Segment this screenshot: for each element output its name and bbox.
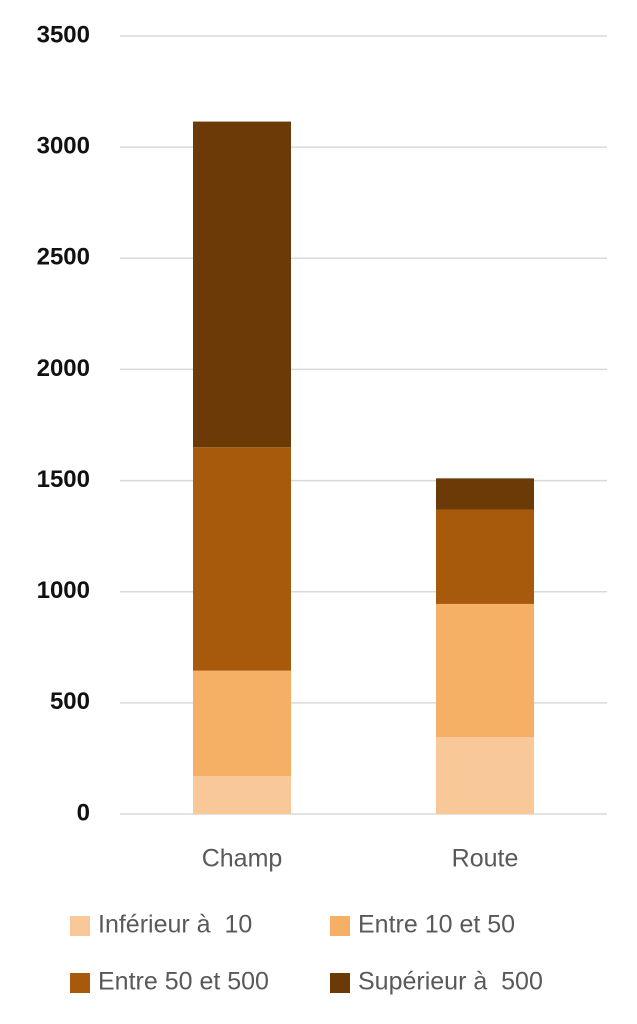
y-tick-label: 3500 [37, 21, 90, 48]
y-tick-label: 0 [77, 799, 90, 826]
y-tick-label: 1000 [37, 577, 90, 604]
legend-swatch [330, 916, 350, 936]
legend-swatch [70, 973, 90, 993]
bar-segment [193, 447, 291, 671]
bar-segment [193, 121, 291, 448]
bar-segment [436, 478, 534, 510]
legend-swatch [70, 916, 90, 936]
bar-segment [436, 509, 534, 604]
y-tick-label: 500 [50, 688, 90, 715]
y-tick-label: 3000 [37, 132, 90, 159]
bar-segment [436, 737, 534, 814]
legend-label: Entre 10 et 50 [358, 911, 515, 939]
y-tick-label: 2000 [37, 355, 90, 382]
legend-label: Supérieur à 500 [358, 968, 543, 996]
bar-segment [193, 776, 291, 814]
x-tick-label: Champ [202, 845, 283, 873]
legend-swatch [330, 973, 350, 993]
x-tick-label: Route [452, 845, 519, 873]
y-tick-label: 1500 [37, 466, 90, 493]
legend-label: Inférieur à 10 [98, 911, 252, 939]
y-tick-label: 2500 [37, 244, 90, 271]
legend-label: Entre 50 et 500 [98, 968, 269, 996]
bar-segment [193, 670, 291, 777]
bar-segment [436, 603, 534, 738]
